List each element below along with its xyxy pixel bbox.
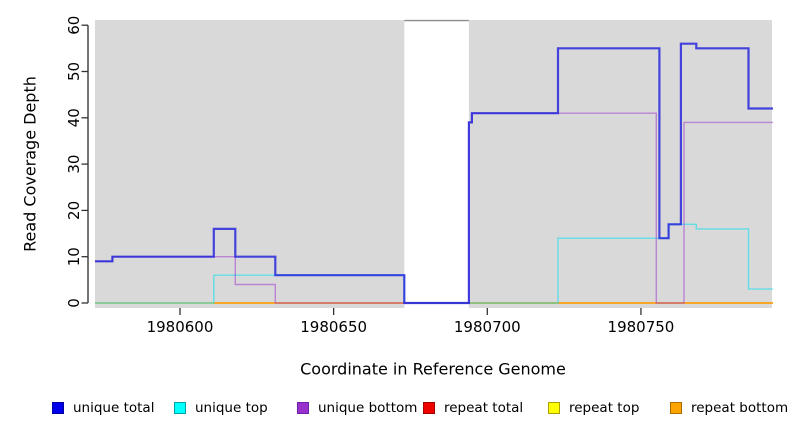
y-tick-label: 20 (65, 201, 83, 220)
legend-swatch-unique-total (52, 402, 64, 414)
x-tick-label: 1980700 (454, 318, 521, 336)
y-axis-title: Read Coverage Depth (20, 76, 40, 252)
series-unique-total (95, 42, 773, 305)
legend-item-repeat-bottom: repeat bottom (670, 399, 788, 417)
legend-label-repeat-total: repeat total (444, 400, 524, 416)
chart-legend: unique total unique top unique bottom repea… (0, 399, 792, 421)
legend-item-unique-bottom: unique bottom (297, 399, 417, 417)
legend-label-unique-top: unique top (195, 400, 268, 416)
series-group (95, 42, 773, 305)
x-axis-title: Coordinate in Reference Genome (300, 359, 566, 379)
legend-label-repeat-bottom: repeat bottom (691, 400, 789, 416)
legend-swatch-repeat-bottom (670, 402, 682, 414)
legend-item-repeat-top: repeat top (548, 399, 639, 417)
legend-item-unique-top: unique top (174, 399, 268, 417)
legend-swatch-unique-bottom (297, 402, 309, 414)
x-tick-label: 1980600 (147, 318, 214, 336)
x-tick-label: 1980750 (608, 318, 675, 336)
legend-swatch-repeat-top (548, 402, 560, 414)
y-tick-label: 40 (65, 108, 83, 127)
highlight-band (404, 20, 469, 308)
legend-swatch-repeat-total (423, 402, 435, 414)
legend-label-unique-total: unique total (73, 400, 155, 416)
x-tick-label: 1980650 (300, 318, 367, 336)
y-tick-label: 10 (65, 247, 83, 266)
y-tick-label: 50 (65, 62, 83, 81)
legend-item-unique-total: unique total (52, 399, 154, 417)
legend-label-repeat-top: repeat top (569, 400, 640, 416)
y-tick-label: 60 (65, 16, 83, 35)
y-tick-label: 0 (65, 298, 83, 308)
legend-item-repeat-total: repeat total (423, 399, 523, 417)
legend-label-unique-bottom: unique bottom (318, 400, 418, 416)
series-unique-top (95, 223, 773, 304)
legend-swatch-unique-top (174, 402, 186, 414)
y-tick-label: 30 (65, 155, 83, 174)
